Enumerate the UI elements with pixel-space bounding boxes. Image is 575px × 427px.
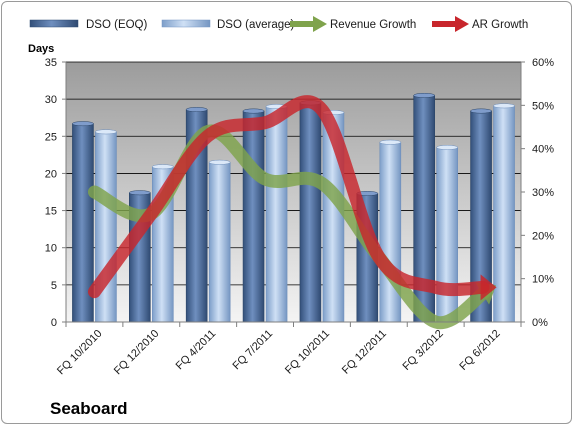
bar-cap	[493, 103, 515, 109]
y-tick-label: 35	[45, 57, 57, 69]
y-tick-label: 20	[45, 168, 57, 180]
legend-item-ar-growth[interactable]: AR Growth	[432, 16, 528, 32]
y-tick-label: 30	[45, 94, 57, 106]
y2-tick-label: 0%	[532, 317, 548, 329]
bar-cap	[185, 107, 208, 112]
arrowhead-ar-growth	[480, 274, 497, 301]
bar-dso-eoq	[299, 102, 322, 323]
y-tick-label: 5	[51, 280, 57, 292]
bar-cap	[436, 144, 458, 150]
y2-tick-label: 50%	[532, 100, 554, 112]
legend-swatch-dso-eoq	[29, 19, 79, 28]
x-tick-label: FQ 3/2012	[401, 328, 446, 373]
bar-cap	[242, 108, 265, 114]
bar-dso-average	[265, 106, 288, 323]
bar-cap	[379, 139, 402, 145]
x-tick-label: FQ 10/2011	[283, 328, 332, 377]
legend-arrowhead-revenue-growth	[313, 16, 327, 32]
y2-tick-label: 10%	[532, 274, 554, 286]
legend-item-dso-average[interactable]: DSO (average)	[161, 19, 295, 31]
y-tick-label: 25	[45, 131, 57, 143]
bar-cap	[152, 164, 174, 170]
bar-dso-average	[379, 141, 402, 323]
y-tick-label: 0	[51, 317, 57, 329]
legend-label-dso-eoq: DSO (EOQ)	[86, 19, 148, 31]
y2-tick-label: 30%	[532, 187, 554, 199]
legend-swatch-dso-average	[161, 19, 211, 28]
bar-dso-average	[493, 105, 515, 323]
bar-cap	[413, 92, 435, 98]
x-tick-label: FQ 12/2011	[340, 328, 389, 377]
x-tick-label: FQ 10/2010	[55, 328, 105, 378]
bar-cap	[72, 121, 94, 127]
y-tick-label: 10	[45, 243, 57, 255]
x-tick-label: FQ 7/2011	[231, 328, 276, 373]
legend-label-revenue-growth: Revenue Growth	[330, 19, 416, 31]
legend: DSO (EOQ) DSO (average) Revenue Growth A…	[29, 16, 528, 32]
legend-label-ar-growth: AR Growth	[472, 19, 528, 31]
axes	[62, 61, 525, 327]
bar-cap	[208, 159, 231, 165]
y2-tick-label: 60%	[532, 57, 554, 69]
x-tick-label: FQ 6/2012	[457, 328, 502, 373]
legend-label-dso-average: DSO (average)	[217, 19, 295, 31]
bar-cap	[129, 190, 151, 196]
bar-cap	[95, 129, 117, 135]
bar-dso-eoq	[242, 110, 265, 323]
y2-tick-label: 40%	[532, 144, 554, 156]
y-tick-label: 15	[45, 206, 57, 218]
y-axis-title: Days	[28, 43, 54, 55]
x-tick-label: FQ 4/2011	[174, 328, 219, 373]
x-tick-label: FQ 12/2010	[112, 328, 162, 378]
y2-tick-label: 20%	[532, 230, 554, 242]
legend-arrowhead-ar-growth	[455, 16, 469, 32]
bar-cap	[470, 108, 492, 114]
line-ar-growth	[87, 95, 490, 299]
growth-lines	[87, 95, 497, 330]
company-name: Seaboard	[50, 399, 127, 418]
legend-item-revenue-growth[interactable]: Revenue Growth	[290, 16, 416, 32]
legend-item-dso-eoq[interactable]: DSO (EOQ)	[29, 19, 148, 31]
bar-dso-average	[208, 161, 231, 323]
